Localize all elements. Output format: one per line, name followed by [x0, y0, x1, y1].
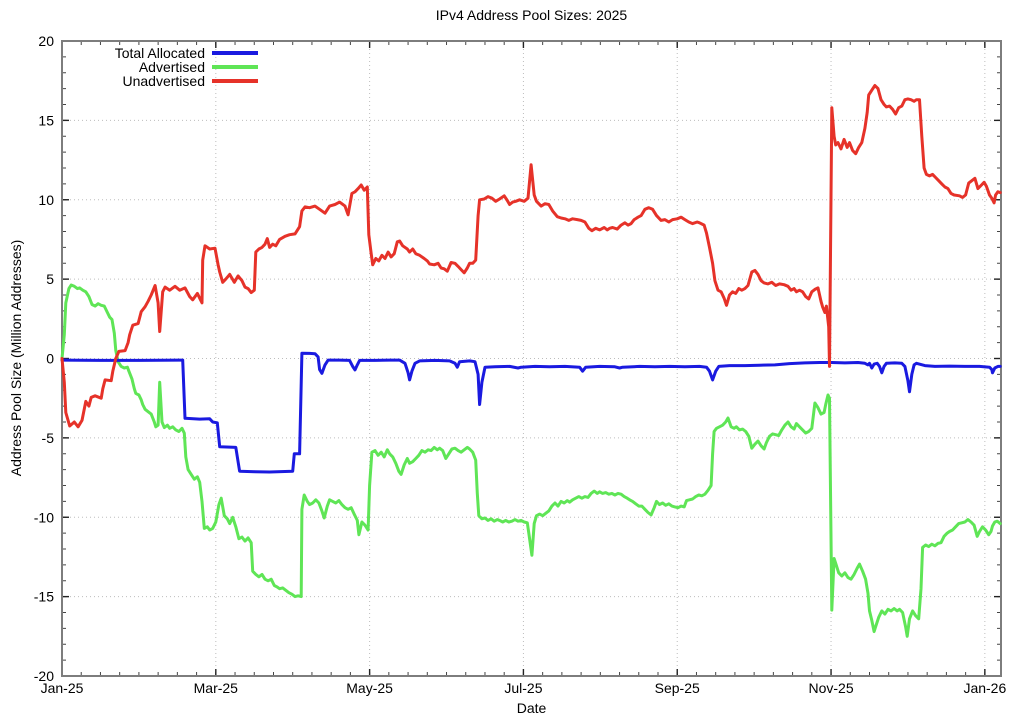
x-tick-label: Jan-26	[963, 680, 1006, 696]
y-tick-label: 10	[38, 192, 54, 208]
y-tick-label: 0	[46, 351, 54, 367]
y-tick-label: -5	[42, 430, 55, 446]
legend-label: Total Allocated	[115, 45, 205, 61]
x-tick-label: May-25	[346, 680, 393, 696]
y-tick-label: 20	[38, 33, 54, 49]
legend-label: Advertised	[139, 59, 205, 75]
x-tick-label: Jul-25	[504, 680, 542, 696]
x-tick-label: Sep-25	[655, 680, 700, 696]
y-tick-label: -20	[34, 668, 54, 684]
y-tick-label: -15	[34, 589, 54, 605]
legend-label: Unadvertised	[123, 73, 206, 89]
x-tick-label: Mar-25	[194, 680, 239, 696]
x-tick-label: Nov-25	[808, 680, 853, 696]
chart-title: IPv4 Address Pool Sizes: 2025	[435, 7, 628, 23]
series-line-total-allocated	[60, 351, 1002, 474]
y-tick-label: -10	[34, 509, 54, 525]
x-tick-label: Jan-25	[41, 680, 84, 696]
series-line-unadvertised	[60, 84, 1002, 429]
y-tick-label: 5	[46, 271, 54, 287]
x-axis-label: Date	[516, 700, 547, 716]
y-tick-label: 15	[38, 112, 54, 128]
series-line-advertised	[60, 283, 1002, 638]
